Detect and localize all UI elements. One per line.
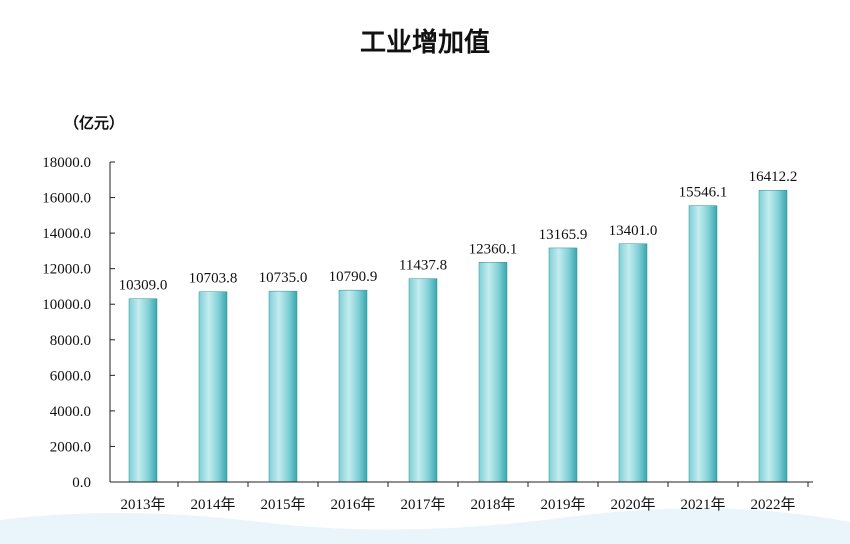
- bar: [548, 247, 578, 483]
- y-tick-label: 4000.0: [50, 404, 91, 420]
- chart-title: 工业增加值: [359, 28, 490, 58]
- x-tick-label: 2019年: [540, 496, 585, 513]
- bar: [128, 298, 158, 483]
- bar: [408, 278, 438, 483]
- x-tick-label: 2020年: [610, 496, 655, 513]
- bar-value-label: 10309.0: [119, 278, 168, 294]
- bar-value-label: 11437.8: [399, 258, 447, 274]
- x-tick-label: 2016年: [330, 496, 375, 513]
- bar-value-label: 16412.2: [749, 169, 798, 185]
- y-axis-unit-label: （亿元）: [64, 114, 125, 132]
- bar: [338, 289, 368, 483]
- x-tick-label: 2014年: [190, 496, 235, 513]
- bar-value-label: 13165.9: [539, 227, 588, 243]
- y-tick-label: 10000.0: [42, 297, 91, 313]
- x-tick-label: 2021年: [680, 496, 725, 513]
- bar: [688, 205, 718, 483]
- y-tick-label: 16000.0: [42, 191, 91, 207]
- bar: [758, 189, 788, 483]
- bar-value-label: 10735.0: [259, 270, 308, 286]
- bar: [618, 243, 648, 483]
- x-tick-label: 2013年: [120, 496, 165, 513]
- bar-value-label: 13401.0: [609, 223, 658, 239]
- y-tick-label: 14000.0: [42, 226, 91, 242]
- x-tick-label: 2022年: [750, 496, 795, 513]
- y-tick-label: 2000.0: [50, 439, 91, 455]
- y-tick-label: 0.0: [72, 475, 91, 491]
- x-tick-label: 2018年: [470, 496, 515, 513]
- bar: [478, 262, 508, 483]
- bar: [268, 290, 298, 483]
- bars-group: 10309.0 10703.8 10735.0 10790.9 11437.8 12360…: [119, 169, 798, 483]
- y-tick-label: 6000.0: [50, 368, 91, 384]
- bar: [198, 291, 228, 483]
- y-tick-label: 8000.0: [50, 333, 91, 349]
- y-tick-label: 12000.0: [42, 262, 91, 278]
- axes-group: 0.0 2000.0 4000.0 6000.0 8000.0 10000.0 12000.…: [42, 155, 813, 513]
- bar-value-label: 12360.1: [469, 241, 518, 257]
- x-tick-label: 2015年: [260, 496, 305, 513]
- y-tick-label: 18000.0: [42, 155, 91, 171]
- bar-value-label: 10790.9: [329, 269, 378, 285]
- bar-value-label: 15546.1: [679, 185, 728, 201]
- x-tick-label: 2017年: [400, 496, 445, 513]
- bar-value-label: 10703.8: [189, 271, 238, 287]
- footer-wave: [0, 508, 850, 544]
